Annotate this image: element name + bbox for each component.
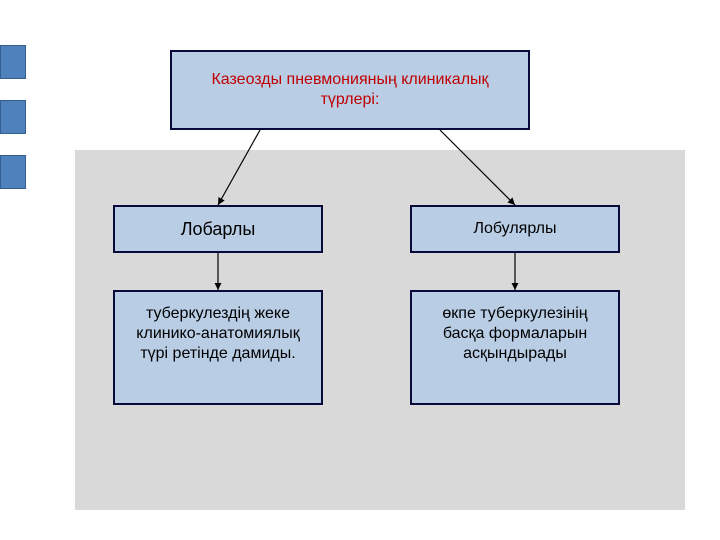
left-body: туберкулездің жеке клинико-анатомиялық т… (113, 290, 323, 405)
left-header: Лобарлы (113, 205, 323, 253)
side-tab-2 (0, 100, 26, 134)
diagram-canvas: Казеозды пневмонияның клиникалық түрлері… (0, 0, 720, 540)
side-tab-1 (0, 45, 26, 79)
title-node: Казеозды пневмонияның клиникалық түрлері… (170, 50, 530, 130)
side-tab-3 (0, 155, 26, 189)
right-header: Лобулярлы (410, 205, 620, 253)
right-body: өкпе туберкулезінің басқа формаларын асқ… (410, 290, 620, 405)
